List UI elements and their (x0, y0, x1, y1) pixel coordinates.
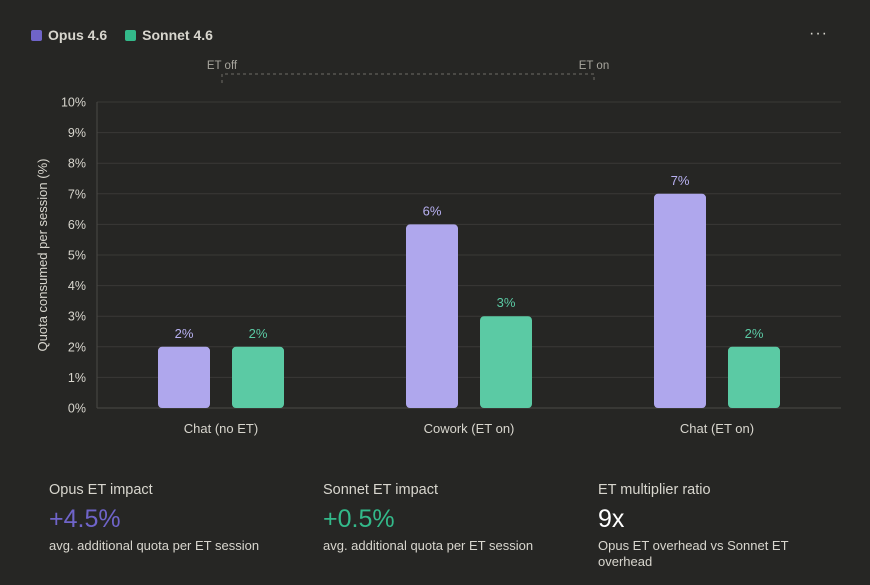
bar-opus (654, 193, 706, 408)
x-category-label: Chat (ET on) (680, 421, 754, 436)
stat-title: Sonnet ET impact (323, 482, 438, 498)
legend-label-opus: Opus 4.6 (48, 27, 108, 43)
bar-value-label: 3% (497, 295, 516, 310)
y-tick-label: 3% (68, 310, 86, 324)
bar-value-label: 2% (175, 326, 194, 341)
et-off-label: ET off (207, 60, 238, 72)
stat-value: +4.5% (49, 505, 121, 533)
y-tick-label: 8% (68, 157, 86, 171)
bar-sonnet (728, 346, 780, 408)
bar-sonnet (232, 346, 284, 408)
y-tick-label: 2% (68, 340, 86, 354)
y-tick-label: 4% (68, 279, 86, 293)
y-tick-label: 5% (68, 249, 86, 263)
et-bracket-line (221, 73, 595, 83)
bar-value-label: 2% (249, 326, 268, 341)
bar-sonnet (480, 316, 532, 408)
stat-opus-et-impact: Opus ET impact +4.5% avg. additional quo… (49, 482, 299, 554)
bar-value-label: 7% (671, 173, 690, 188)
more-options-button[interactable]: ··· (809, 24, 828, 44)
stat-title: ET multiplier ratio (598, 482, 711, 498)
x-category-label: Chat (no ET) (184, 421, 258, 436)
stats-row: Opus ET impact +4.5% avg. additional quo… (0, 482, 870, 582)
y-tick-label: 9% (68, 126, 86, 140)
bar-opus (158, 346, 210, 408)
y-tick-label: 1% (68, 371, 86, 385)
legend: Opus 4.6 Sonnet 4.6 (31, 27, 213, 43)
bar-chart: 0% 1% 2% 3% 4% 5% 6% 7% 8% 9% 10% Quota consumed pe… (35, 60, 841, 436)
stat-et-multiplier-ratio: ET multiplier ratio 9x Opus ET overhead … (598, 482, 828, 570)
legend-swatch-opus (31, 29, 42, 41)
stat-title: Opus ET impact (49, 482, 153, 498)
y-tick-label: 7% (68, 187, 86, 201)
et-on-label: ET on (579, 60, 609, 72)
y-tick-label: 0% (68, 402, 86, 416)
bar-value-label: 6% (423, 203, 442, 218)
stat-description: avg. additional quota per ET session (49, 538, 260, 553)
legend-item-sonnet[interactable]: Sonnet 4.6 (125, 27, 213, 43)
bar-value-label: 2% (745, 326, 764, 341)
stat-description: Opus ET overhead vs Sonnet ET overhead (598, 538, 789, 569)
stat-sonnet-et-impact: Sonnet ET impact +0.5% avg. additional q… (323, 482, 573, 554)
y-axis-label: Quota consumed per session (%) (35, 159, 50, 352)
stat-value: 9x (598, 505, 625, 533)
legend-label-sonnet: Sonnet 4.6 (142, 27, 213, 43)
legend-item-opus[interactable]: Opus 4.6 (31, 27, 107, 43)
y-tick-label: 10% (61, 96, 86, 110)
stat-value: +0.5% (323, 505, 395, 533)
legend-swatch-sonnet (125, 29, 137, 41)
more-horizontal-icon: ··· (809, 25, 828, 42)
y-tick-label: 6% (68, 218, 86, 232)
stat-description: avg. additional quota per ET session (323, 538, 534, 553)
x-category-label: Cowork (ET on) (424, 421, 515, 436)
bar-opus (406, 224, 458, 408)
